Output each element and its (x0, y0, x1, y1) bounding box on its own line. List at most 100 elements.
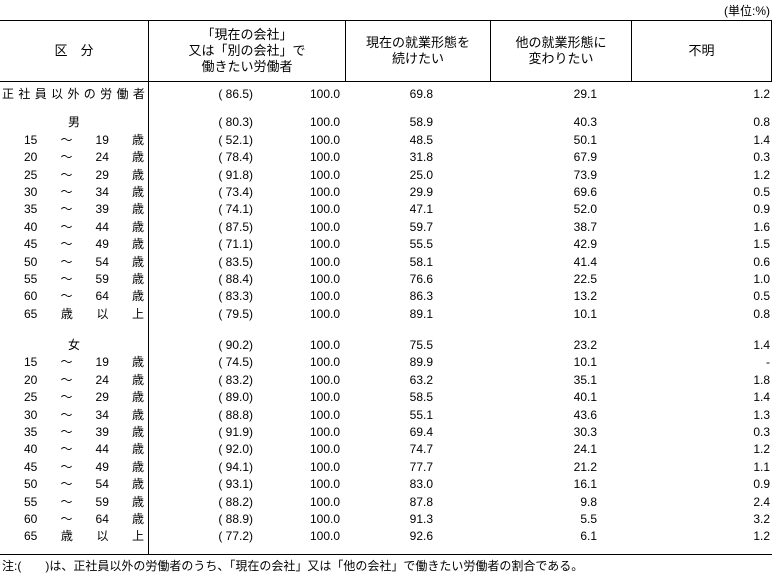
value-nonregular-share: ( 87.5) (218, 219, 253, 234)
value-continue: 86.3 (409, 289, 433, 304)
table-row: 15 ～ 19 歳 ( 74.5) 100.0 89.9 10.1 - (0, 354, 772, 371)
row-label-part: 20 (24, 372, 38, 387)
row-label-part: ～ (60, 271, 73, 286)
row-label-part: 男 (67, 115, 80, 130)
row-label-part: 歳 (131, 237, 144, 252)
row-label-part: 19 (95, 132, 109, 147)
row-label-part: ～ (60, 390, 73, 405)
value-change: 42.9 (573, 237, 597, 252)
row-label: 45 ～ 49 歳 (0, 459, 148, 476)
value-nonregular-share: ( 78.4) (218, 150, 253, 165)
value-continue: 89.1 (409, 306, 433, 321)
value-total: 100.0 (309, 355, 340, 370)
value-nonregular-share: ( 73.4) (218, 184, 253, 199)
row-label-part: 49 (95, 237, 109, 252)
row-label-part: 35 (24, 202, 38, 217)
row-label: 60 ～ 64 歳 (0, 511, 148, 528)
value-continue: 92.6 (409, 529, 433, 544)
row-label-part: 歳 (60, 529, 73, 544)
header-line: 又は「別の会社」で (188, 43, 306, 58)
value-nonregular-share: ( 74.5) (218, 355, 253, 370)
value-change: 73.9 (573, 167, 597, 182)
row-label: 20 ～ 24 歳 (0, 372, 148, 389)
value-change: 52.0 (573, 202, 597, 217)
row-label-part: ～ (60, 167, 73, 182)
row-label-part: 45 (24, 237, 38, 252)
row-label-part: 労 (100, 87, 113, 101)
header-line: 変わりたい (528, 51, 594, 66)
row-label: 男 (0, 114, 148, 131)
value-continue: 76.6 (409, 271, 433, 286)
row-label-part: 44 (95, 219, 109, 234)
row-label-part: 以 (51, 87, 64, 101)
value-continue: 77.7 (409, 459, 433, 474)
value-change: 24.1 (573, 442, 597, 457)
row-label: 55 ～ 59 歳 (0, 494, 148, 511)
table-row: 25 ～ 29 歳 ( 89.0) 100.0 58.5 40.1 1.4 (0, 389, 772, 406)
value-change: 22.5 (573, 271, 597, 286)
column-divider-line (148, 82, 149, 554)
value-total: 100.0 (309, 271, 340, 286)
value-unknown: 0.9 (753, 477, 770, 492)
value-change: 10.1 (573, 355, 597, 370)
header-line: 不明 (688, 43, 715, 58)
value-continue: 25.0 (409, 167, 433, 182)
value-unknown: 0.6 (753, 254, 770, 269)
table-row: 40 ～ 44 歳 ( 92.0) 100.0 74.7 24.1 1.2 (0, 441, 772, 458)
value-continue: 89.9 (409, 355, 433, 370)
row-label-part: 40 (24, 219, 38, 234)
value-continue: 59.7 (409, 219, 433, 234)
value-unknown: 1.0 (753, 271, 770, 286)
header-cell-want-work: 「現在の会社」 又は「別の会社」で 働きたい労働者 (148, 21, 345, 81)
value-nonregular-share: ( 91.8) (218, 167, 253, 182)
row-label-part: 40 (24, 442, 38, 457)
row-label-part: 24 (95, 150, 109, 165)
row-label-part: 歳 (131, 254, 144, 269)
header-line: 現在の就業形態を (365, 35, 470, 50)
value-unknown: 1.1 (753, 459, 770, 474)
row-label-part: 50 (24, 254, 38, 269)
row-label-part: 歳 (131, 407, 144, 422)
value-unknown: 2.4 (753, 494, 770, 509)
value-total: 100.0 (309, 87, 340, 101)
value-unknown: 1.3 (753, 407, 770, 422)
row-label-part: 39 (95, 425, 109, 440)
row-label-part: 歳 (131, 494, 144, 509)
value-total: 100.0 (309, 115, 340, 130)
row-label-part: 50 (24, 477, 38, 492)
row-label-part: ～ (60, 289, 73, 304)
value-continue: 31.8 (409, 150, 433, 165)
value-change: 16.1 (573, 477, 597, 492)
value-nonregular-share: ( 74.1) (218, 202, 253, 217)
unit-label: (単位:%) (724, 4, 770, 18)
value-nonregular-share: ( 52.1) (218, 132, 253, 147)
value-continue: 47.1 (409, 202, 433, 217)
row-label-part: 60 (24, 289, 38, 304)
value-nonregular-share: ( 79.5) (218, 306, 253, 321)
value-change: 67.9 (573, 150, 597, 165)
value-total: 100.0 (309, 184, 340, 199)
row-label-part: ～ (60, 355, 73, 370)
table-row: 55 ～ 59 歳 ( 88.4) 100.0 76.6 22.5 1.0 (0, 271, 772, 288)
row-label-part: 歳 (131, 442, 144, 457)
value-unknown: 0.5 (753, 289, 770, 304)
table-row: 20 ～ 24 歳 ( 83.2) 100.0 63.2 35.1 1.8 (0, 372, 772, 389)
table-row: 55 ～ 59 歳 ( 88.2) 100.0 87.8 9.8 2.4 (0, 494, 772, 511)
value-total: 100.0 (309, 306, 340, 321)
value-change: 9.8 (580, 494, 597, 509)
row-label: 15 ～ 19 歳 (0, 354, 148, 371)
row-label-part: 歳 (131, 425, 144, 440)
row-label-part: 上 (131, 306, 144, 321)
row-label-part: 15 (24, 132, 38, 147)
value-nonregular-share: ( 88.2) (218, 494, 253, 509)
value-unknown: 0.5 (753, 184, 770, 199)
table-row: 正社員以外の労働者 ( 86.5) 100.0 69.8 29.1 1.2 (0, 86, 772, 103)
row-label-part: ～ (60, 477, 73, 492)
value-unknown: 1.2 (753, 442, 770, 457)
footnote: 注:( )は、正社員以外の労働者のうち、「現在の会社」又は「他の会社」で働きたい… (2, 559, 584, 573)
row-label-part: 35 (24, 425, 38, 440)
value-nonregular-share: ( 88.9) (218, 511, 253, 526)
row-label: 65 歳 以 上 (0, 528, 148, 545)
value-continue: 48.5 (409, 132, 433, 147)
header-line: 働きたい労働者 (201, 59, 293, 74)
